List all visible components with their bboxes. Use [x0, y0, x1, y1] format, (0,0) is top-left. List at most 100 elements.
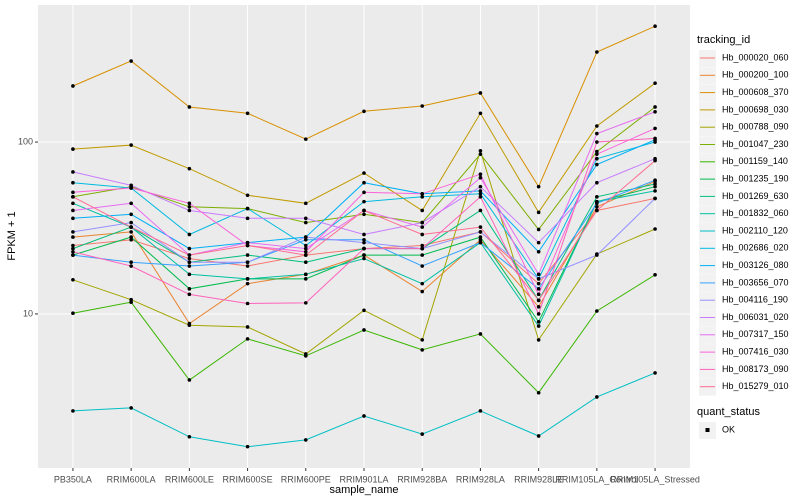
- data-point: [420, 225, 425, 229]
- data-point: [187, 208, 192, 213]
- data-point: [420, 104, 425, 108]
- data-point: [303, 220, 308, 225]
- data-point: [129, 183, 133, 188]
- data-point: [303, 249, 308, 254]
- data-point: [362, 190, 366, 195]
- data-point: [187, 292, 192, 297]
- data-point: [362, 328, 366, 332]
- data-point: [536, 312, 541, 316]
- x-tick-label: RRIM105LA_Control: [555, 474, 638, 484]
- data-point: [187, 434, 192, 439]
- data-point: [187, 246, 192, 251]
- data-point: [303, 277, 308, 281]
- x-tick-label: RRIM928BA: [397, 474, 447, 484]
- data-point: [653, 136, 657, 141]
- legend-label: Hb_007317_150: [722, 329, 789, 339]
- data-point: [595, 205, 599, 209]
- data-point: [71, 195, 75, 199]
- legend-label: Hb_015279_010: [722, 381, 789, 391]
- data-point: [303, 354, 308, 358]
- legend-label: Hb_002686_020: [722, 243, 789, 253]
- data-point: [187, 323, 192, 328]
- data-point: [245, 253, 250, 257]
- x-tick-label: RRIM928LA: [456, 474, 505, 484]
- data-point: [478, 172, 483, 177]
- data-point: [420, 246, 425, 251]
- data-point: [595, 152, 599, 156]
- data-point: [245, 337, 250, 341]
- data-point: [536, 320, 541, 324]
- y-axis-title: FPKM + 1: [6, 211, 18, 260]
- data-point: [362, 180, 366, 185]
- data-point: [245, 301, 250, 306]
- x-tick-label: RRIM600LE: [165, 474, 214, 484]
- data-point: [595, 309, 599, 313]
- data-point: [362, 199, 366, 204]
- legend-swatch: [705, 428, 710, 432]
- data-point: [71, 190, 75, 195]
- data-point: [595, 162, 599, 167]
- data-point: [303, 201, 308, 206]
- data-point: [187, 256, 192, 261]
- x-tick-label: RRIM901LA: [339, 474, 388, 484]
- data-point: [362, 246, 366, 251]
- data-point: [478, 230, 483, 234]
- legend-label: Hb_001832_060: [722, 208, 789, 218]
- data-point: [303, 237, 308, 242]
- data-point: [536, 324, 541, 328]
- data-point: [653, 178, 657, 182]
- data-point: [71, 147, 75, 151]
- data-point: [536, 281, 541, 286]
- data-point: [420, 195, 425, 199]
- data-point: [303, 137, 308, 141]
- data-point: [595, 195, 599, 199]
- data-point: [362, 232, 366, 237]
- data-point: [129, 143, 133, 147]
- data-point: [420, 220, 425, 225]
- data-point: [478, 191, 483, 196]
- x-tick-label: RRIM600LA: [107, 474, 156, 484]
- legend-label: Hb_006031_020: [722, 312, 789, 322]
- data-point: [129, 225, 133, 229]
- data-point: [245, 260, 250, 264]
- data-point: [245, 444, 250, 449]
- data-point: [536, 434, 541, 438]
- data-point: [71, 246, 75, 251]
- x-tick-label: RRIM928LE: [514, 474, 563, 484]
- data-point: [303, 260, 308, 264]
- data-point: [536, 390, 541, 395]
- data-point: [303, 216, 308, 221]
- data-point: [245, 206, 250, 211]
- data-point: [245, 281, 250, 286]
- data-point: [71, 277, 75, 282]
- data-point: [129, 300, 133, 305]
- legend-label: Hb_008173_090: [722, 364, 789, 374]
- data-point: [129, 212, 133, 217]
- data-point: [129, 264, 133, 268]
- legend-label: Hb_000608_370: [722, 87, 789, 97]
- data-point: [478, 184, 483, 189]
- data-point: [71, 216, 75, 221]
- data-point: [420, 264, 425, 268]
- data-point: [420, 338, 425, 342]
- data-point: [595, 208, 599, 213]
- data-point: [420, 289, 425, 294]
- data-point: [245, 193, 250, 198]
- data-point: [362, 109, 366, 114]
- legend-label: Hb_001269_630: [722, 191, 789, 201]
- data-point: [653, 227, 657, 231]
- data-point: [653, 158, 657, 163]
- data-point: [362, 240, 366, 245]
- data-point: [653, 189, 657, 193]
- legend-label: Hb_002110_120: [722, 225, 788, 235]
- data-point: [595, 140, 599, 144]
- legend-label: Hb_000698_030: [722, 104, 789, 114]
- data-point: [420, 432, 425, 436]
- data-point: [187, 264, 192, 268]
- data-point: [187, 272, 192, 277]
- data-point: [187, 205, 192, 209]
- data-point: [653, 126, 657, 131]
- x-axis-title: sample_name: [329, 484, 398, 496]
- data-point: [653, 184, 657, 189]
